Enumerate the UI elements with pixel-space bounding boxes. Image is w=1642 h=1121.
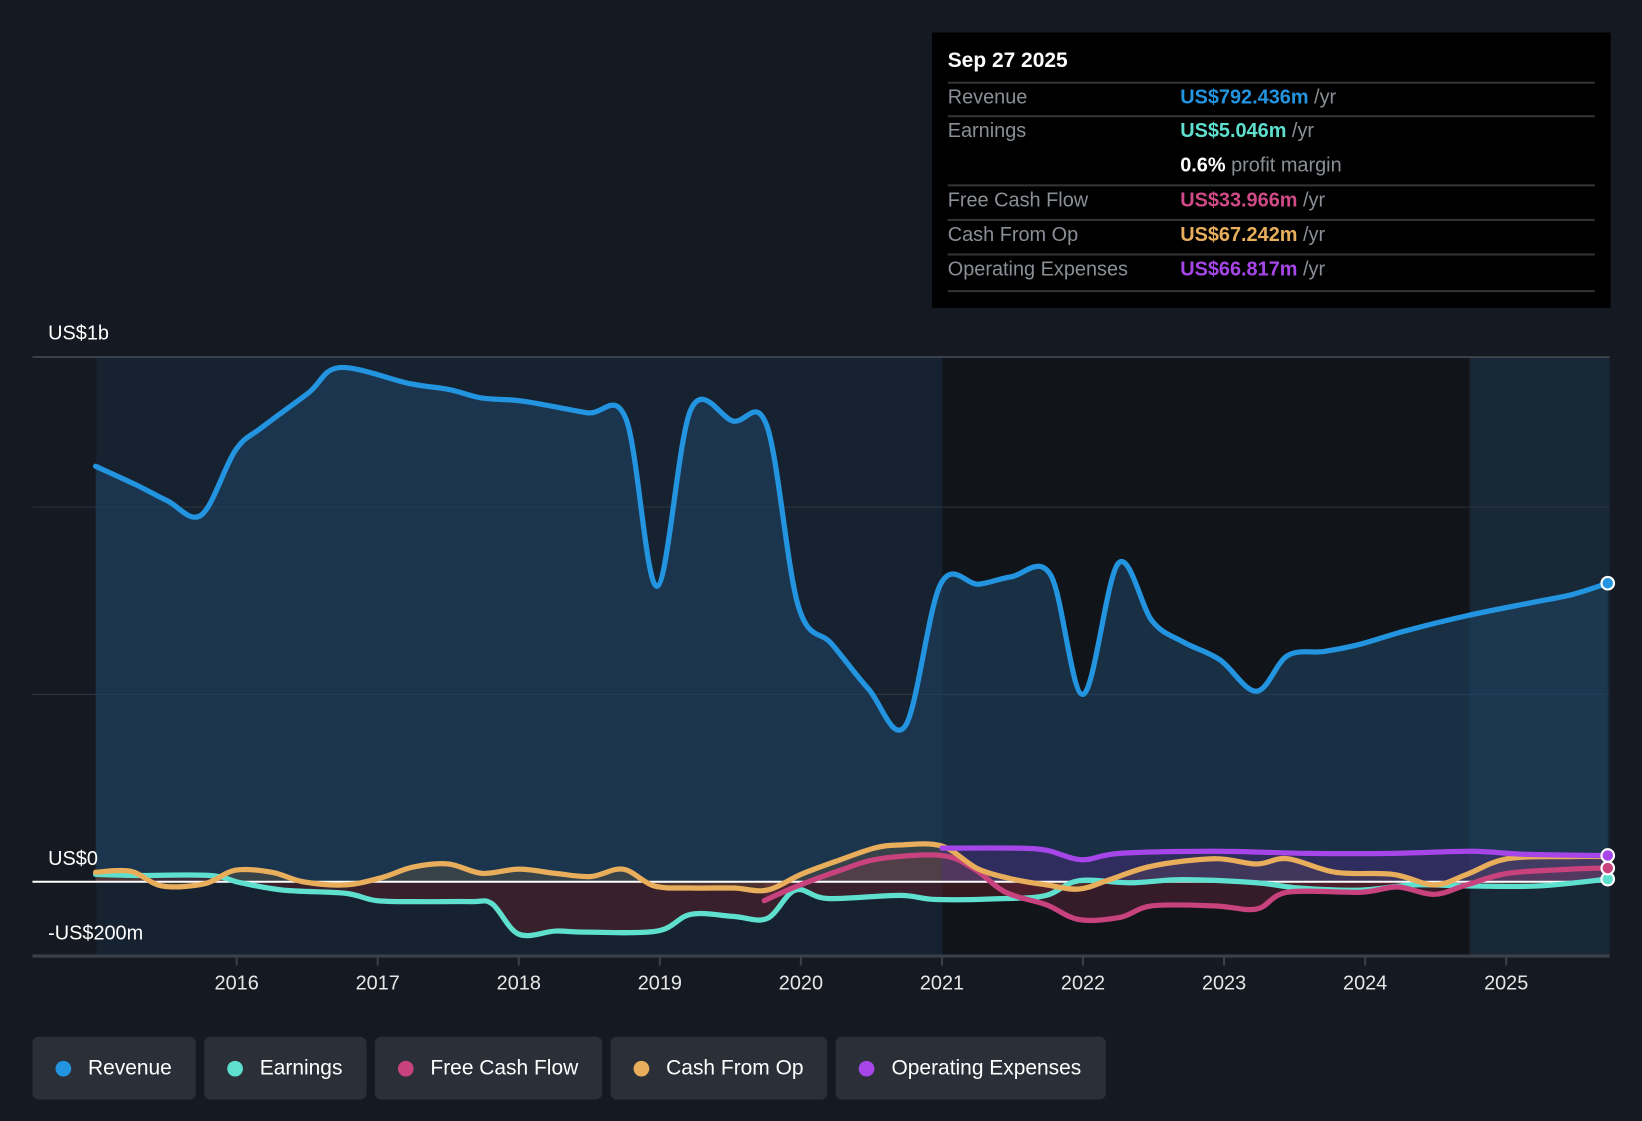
earnings-line: [92, 871, 1611, 939]
unit: /yr: [1302, 258, 1326, 281]
legend-label: Cash From Op: [666, 1056, 804, 1080]
cash-from-op-line: [92, 841, 1611, 894]
legend-label: Operating Expenses: [891, 1056, 1082, 1080]
legend-item-operating-expenses[interactable]: Operating Expenses: [835, 1036, 1106, 1100]
legend-label: Free Cash Flow: [430, 1056, 579, 1080]
x-tick-label: 2025: [1484, 973, 1528, 995]
x-tick-label: 2023: [1202, 973, 1246, 995]
x-tick-label: 2017: [356, 973, 400, 995]
profit-margin-value: 0.6%: [1180, 154, 1226, 177]
x-tick-label: 2018: [497, 973, 541, 995]
tooltip-label: Free Cash Flow: [947, 189, 1089, 212]
tooltip-row-cfo: Cash From Op US$67.242m /yr: [947, 218, 1595, 255]
unit: /yr: [1291, 120, 1315, 143]
x-tick-label: 2016: [215, 973, 259, 995]
tooltip-label: Operating Expenses: [947, 258, 1129, 281]
legend-item-cash-from-op[interactable]: Cash From Op: [610, 1036, 828, 1100]
earnings-value: US$5.046m: [1180, 120, 1287, 143]
earnings-area: [95, 874, 1608, 936]
revenue-dot-icon: [55, 1060, 72, 1076]
operating-expenses-line: [939, 845, 1611, 863]
tooltip-label: Cash From Op: [947, 224, 1079, 247]
tooltip-row-fcf: Free Cash Flow US$33.966m /yr: [947, 184, 1595, 220]
y-axis-label: US$0: [48, 848, 98, 870]
tooltip-divider: [947, 290, 1595, 293]
cfo-dot-icon: [633, 1060, 650, 1076]
earnings-dot-icon: [227, 1060, 244, 1076]
operating-expenses-end-point: [1600, 848, 1616, 863]
legend-label: Earnings: [259, 1056, 343, 1080]
legend-label: Revenue: [87, 1056, 172, 1080]
legend-item-revenue[interactable]: Revenue: [32, 1036, 196, 1100]
fcf-dot-icon: [397, 1060, 414, 1076]
revenue-area: [95, 367, 1608, 882]
tooltip-date: Sep 27 2025: [947, 49, 1068, 73]
unit: /yr: [1302, 189, 1326, 212]
free-cash-flow-end-point: [1600, 860, 1616, 876]
x-tick-label: 2021: [920, 973, 964, 995]
tooltip-value: US$67.242m /yr: [1180, 224, 1325, 247]
profit-margin: 0.6% profit margin: [1180, 155, 1341, 178]
unit: /yr: [1302, 224, 1326, 247]
tooltip-value: US$792.436m /yr: [1180, 87, 1336, 110]
y-axis-label: -US$200m: [48, 922, 143, 944]
tooltip-row-revenue: Revenue US$792.436m /yr: [947, 81, 1595, 118]
unit: profit margin: [1231, 154, 1342, 177]
cfo-value: US$67.242m: [1180, 224, 1298, 247]
legend-item-earnings[interactable]: Earnings: [204, 1036, 367, 1100]
revenue-end-point: [1600, 575, 1616, 591]
y-axis-label: US$1b: [48, 322, 109, 344]
tooltip-label: Revenue: [947, 86, 1028, 109]
revenue-line: [92, 364, 1611, 733]
x-tick-label: 2022: [1061, 973, 1105, 995]
fcf-value: US$33.966m: [1180, 189, 1298, 212]
x-tick-label: 2020: [779, 973, 823, 995]
free-cash-flow-line: [761, 852, 1611, 924]
tooltip-row-earnings: Earnings US$5.046m /yr 0.6% profit margi…: [947, 115, 1595, 184]
opex-dot-icon: [859, 1060, 875, 1076]
tooltip-value: US$66.817m /yr: [1180, 259, 1325, 282]
legend: Revenue Earnings Free Cash Flow Cash Fro…: [32, 1036, 1106, 1100]
tooltip-label: Earnings: [947, 120, 1027, 143]
tooltip-value: US$33.966m /yr: [1180, 190, 1325, 213]
opex-value: US$66.817m: [1180, 258, 1298, 281]
tooltip: Sep 27 2025 Revenue US$792.436m /yr Earn…: [932, 32, 1611, 308]
tooltip-value: US$5.046m /yr: [1180, 120, 1314, 143]
x-tick-label: 2024: [1343, 973, 1387, 995]
legend-item-free-cash-flow[interactable]: Free Cash Flow: [374, 1036, 603, 1100]
x-tick-label: 2019: [638, 973, 682, 995]
revenue-value: US$792.436m: [1180, 86, 1309, 109]
unit: /yr: [1314, 86, 1337, 109]
tooltip-row-opex: Operating Expenses US$66.817m /yr: [947, 253, 1595, 289]
